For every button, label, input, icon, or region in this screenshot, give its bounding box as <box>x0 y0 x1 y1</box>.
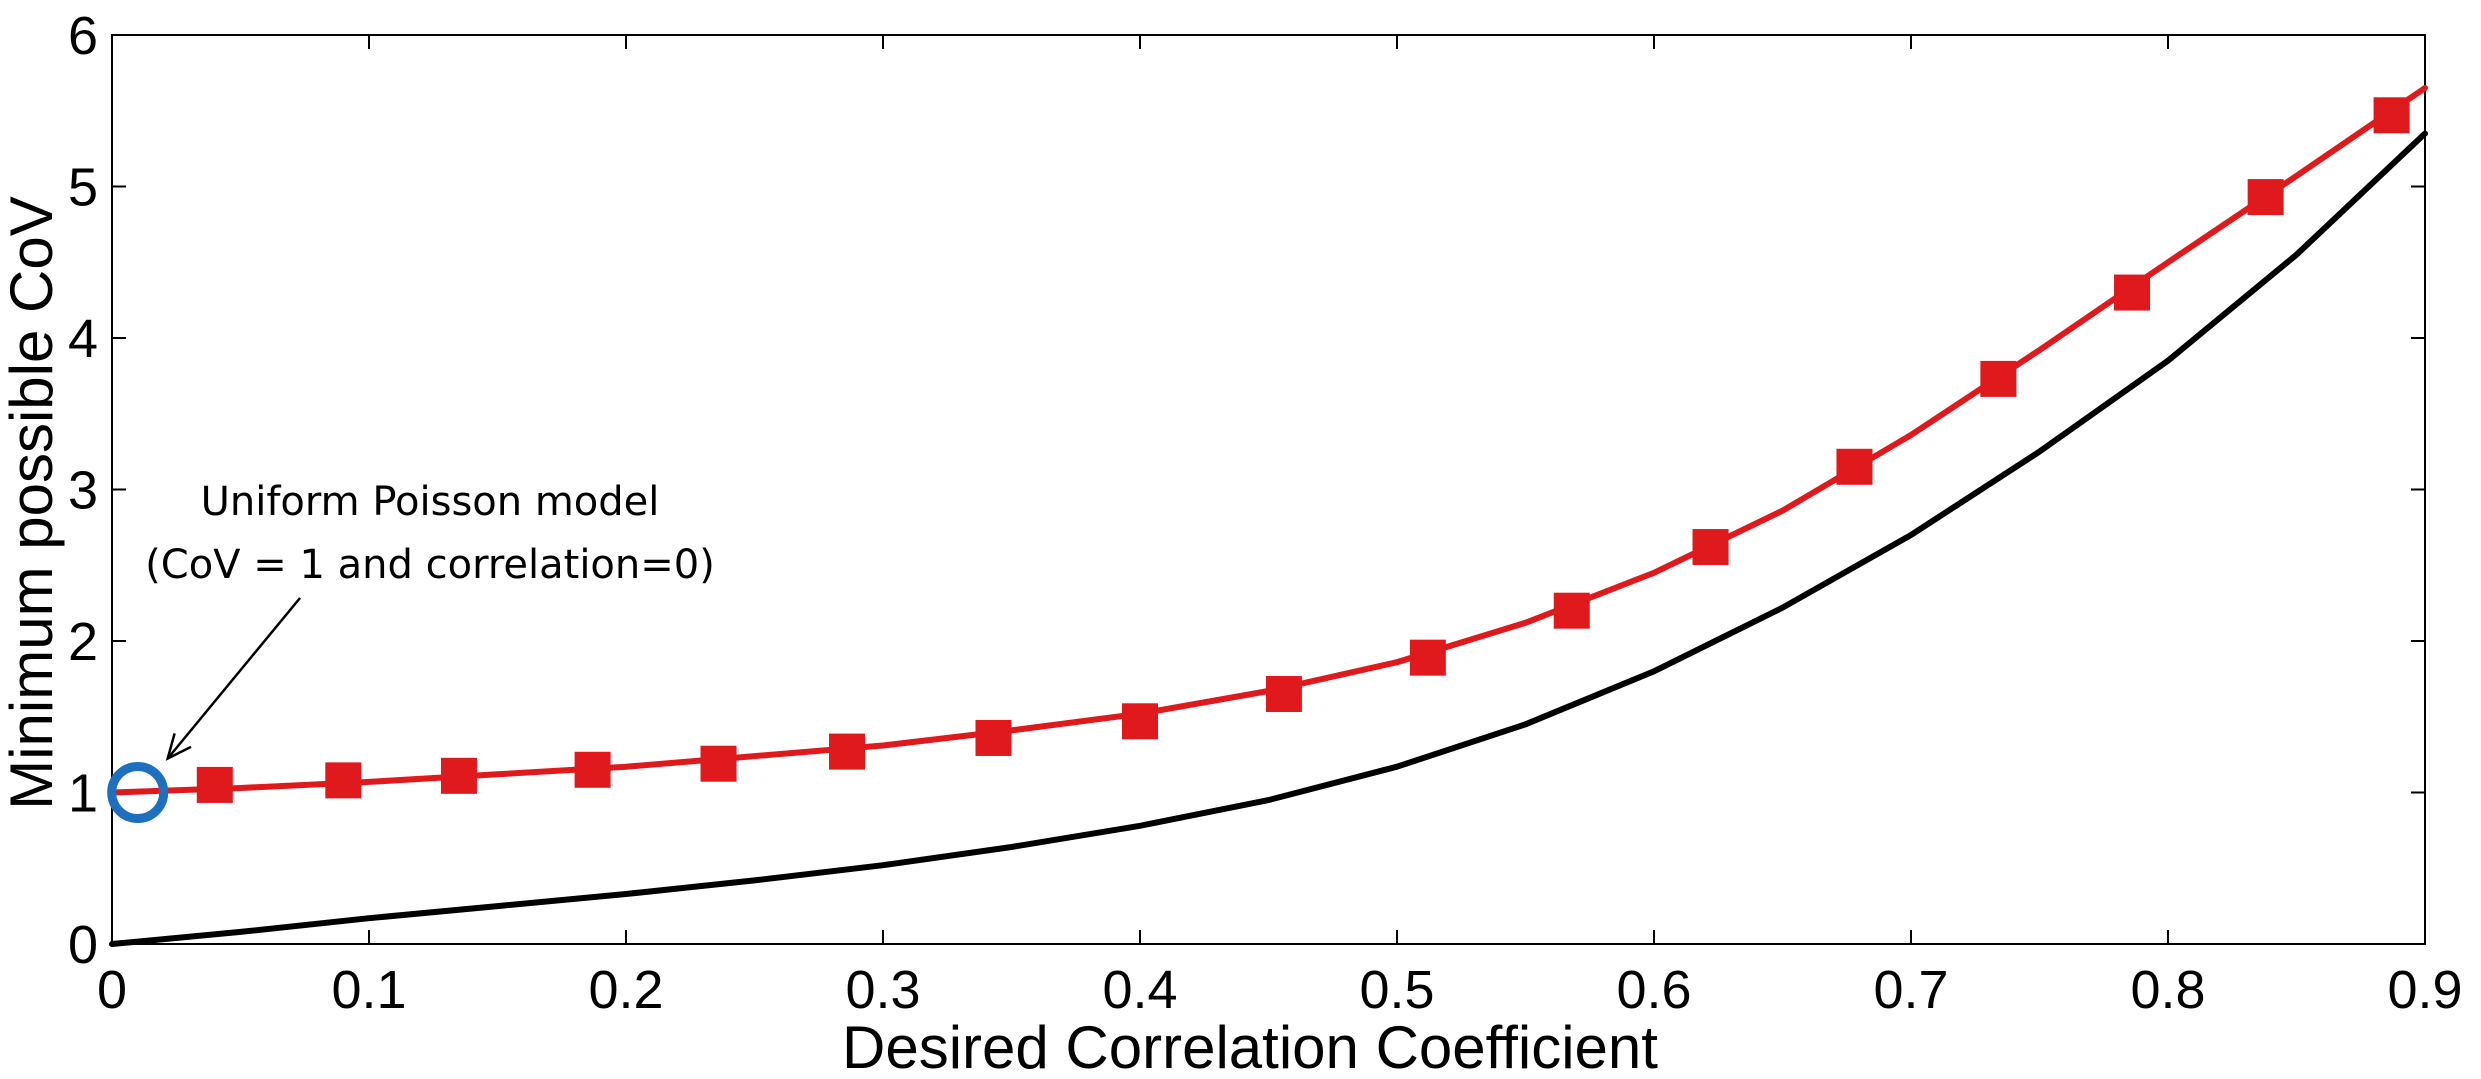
plot-axes: 0 0.1 0.2 0.3 0.4 0.5 0.6 0.7 0.8 0.9 0 1 2 3 4 5 6 <box>68 6 2463 1020</box>
x-tick-label: 0.5 <box>1359 960 1434 1020</box>
marker-red <box>1836 448 1873 485</box>
marker-red <box>1553 592 1590 629</box>
x-tick-label: 0.8 <box>2130 960 2205 1020</box>
annotation-line-1: Uniform Poisson model <box>201 479 660 525</box>
marker-red <box>975 719 1012 756</box>
plot-annotations: Uniform Poisson model (CoV = 1 and corre… <box>107 479 715 823</box>
marker-red <box>2373 97 2410 134</box>
x-tick-label: 0.7 <box>1873 960 1948 1020</box>
y-tick-label: 2 <box>68 612 98 672</box>
y-tick-label: 6 <box>68 6 98 66</box>
y-tick-label: 3 <box>68 461 98 521</box>
marker-red <box>829 733 866 770</box>
highlight-circle <box>107 762 169 823</box>
annotation-arrowhead <box>165 733 192 761</box>
marker-red <box>700 745 737 782</box>
plot-series <box>109 85 2428 947</box>
marker-red <box>325 762 362 799</box>
series-line-black <box>109 130 2428 947</box>
x-tick-label: 0.6 <box>1616 960 1691 1020</box>
marker-red <box>1265 676 1302 713</box>
marker-red <box>1980 360 2017 397</box>
x-tick-label: 0 <box>97 960 127 1020</box>
marker-red <box>196 766 233 803</box>
y-tick-label: 4 <box>68 309 98 369</box>
marker-red <box>2247 179 2284 216</box>
y-axis-label: Minimum possible CoV <box>0 196 65 810</box>
x-tick-label: 0.1 <box>331 960 406 1020</box>
annotation-arrow <box>166 597 301 760</box>
y-tick-label: 5 <box>68 158 98 218</box>
marker-red <box>1122 703 1158 740</box>
x-tick-label: 0.9 <box>2387 960 2462 1020</box>
x-axis-label: Desired Correlation Coefficient <box>842 1014 1658 1079</box>
x-tick-label: 0.3 <box>845 960 920 1020</box>
marker-red <box>440 757 477 794</box>
marker-red <box>2114 274 2151 311</box>
marker-red <box>1692 529 1729 566</box>
y-tick-label: 0 <box>68 915 98 975</box>
marker-red <box>574 751 611 788</box>
marker-red <box>1409 639 1446 676</box>
x-tick-label: 0.2 <box>588 960 663 1020</box>
annotation-line-2: (CoV = 1 and correlation=0) <box>145 542 715 588</box>
x-tick-label: 0.4 <box>1102 960 1177 1020</box>
y-tick-label: 1 <box>68 764 98 824</box>
